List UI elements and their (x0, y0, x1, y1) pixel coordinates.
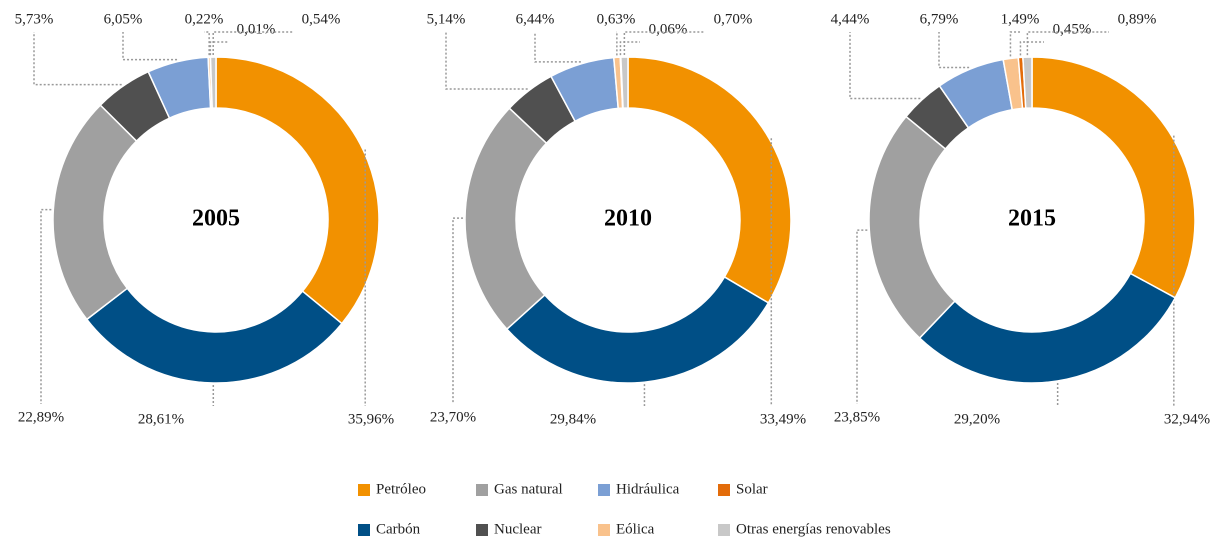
leader-line (122, 32, 178, 61)
legend-swatch (598, 484, 610, 496)
donut-slice (1031, 56, 1196, 299)
legend-label: Eólica (616, 521, 655, 537)
leader-line (856, 229, 868, 404)
legend-swatch (718, 524, 730, 536)
data-label: 0,63% (597, 11, 636, 27)
data-label: 6,05% (104, 11, 143, 27)
leader-line (40, 208, 52, 404)
data-label: 5,14% (427, 11, 466, 27)
data-label: 1,49% (1001, 11, 1040, 27)
donut-slice (620, 56, 629, 109)
data-label: 0,70% (714, 11, 753, 27)
legend-label: Hidráulica (616, 481, 680, 497)
chart-title: 2010 (604, 206, 652, 232)
data-label: 5,73% (15, 11, 54, 27)
data-label: 0,45% (1053, 21, 1092, 37)
leader-line (938, 32, 970, 69)
data-label: 29,84% (550, 411, 596, 427)
leader-line (1019, 41, 1044, 56)
legend-label: Gas natural (494, 481, 563, 497)
legend-label: Petróleo (376, 481, 426, 497)
legend-swatch (358, 484, 370, 496)
leader-line (619, 41, 640, 56)
chart-title: 2015 (1008, 206, 1056, 232)
data-label: 35,96% (348, 411, 394, 427)
chart-title: 2005 (192, 206, 240, 232)
data-label: 4,44% (831, 11, 870, 27)
donut-slice (215, 56, 380, 325)
leader-line (1026, 31, 1109, 56)
leader-line (212, 31, 293, 56)
data-label: 32,94% (1164, 411, 1210, 427)
data-label: 6,44% (516, 11, 555, 27)
legend-swatch (718, 484, 730, 496)
legend-swatch (358, 524, 370, 536)
data-label: 0,89% (1118, 11, 1157, 27)
legend-swatch (476, 484, 488, 496)
data-label: 33,49% (760, 411, 806, 427)
leader-line (33, 32, 122, 86)
legend-swatch (476, 524, 488, 536)
donut-slice (209, 56, 217, 109)
data-label: 0,01% (237, 21, 276, 37)
leader-line (204, 31, 210, 56)
legend-label: Solar (736, 481, 768, 497)
donut-slice (868, 115, 956, 340)
donut-slice (52, 104, 138, 321)
donut-slice (505, 275, 770, 384)
donut-slice (627, 56, 792, 304)
leader-line (452, 217, 464, 404)
data-label: 28,61% (138, 411, 184, 427)
donut-slice (918, 272, 1177, 384)
leader-line (616, 31, 618, 56)
data-label: 6,79% (920, 11, 959, 27)
legend-swatch (598, 524, 610, 536)
leader-line (1009, 31, 1020, 57)
leader-line (445, 32, 528, 90)
donut-slice (85, 287, 343, 384)
data-label: 0,06% (649, 21, 688, 37)
data-label: 22,89% (18, 409, 64, 425)
leader-line (534, 32, 581, 63)
legend-label: Nuclear (494, 521, 541, 537)
data-label: 23,70% (430, 409, 476, 425)
data-label: 23,85% (834, 409, 880, 425)
leader-line (849, 32, 921, 100)
leader-line (623, 31, 705, 56)
legend-label: Otras energías renovables (736, 521, 891, 537)
data-label: 29,20% (954, 411, 1000, 427)
donut-slice (464, 107, 548, 331)
donut-slice (1022, 56, 1033, 109)
legend-label: Carbón (376, 521, 421, 537)
data-label: 0,22% (185, 11, 224, 27)
leader-line (209, 41, 228, 56)
data-label: 0,54% (302, 11, 341, 27)
